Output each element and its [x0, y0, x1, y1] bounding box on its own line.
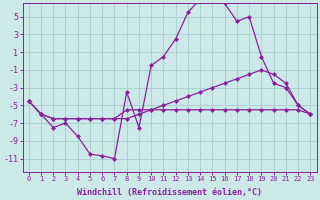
X-axis label: Windchill (Refroidissement éolien,°C): Windchill (Refroidissement éolien,°C): [77, 188, 262, 197]
